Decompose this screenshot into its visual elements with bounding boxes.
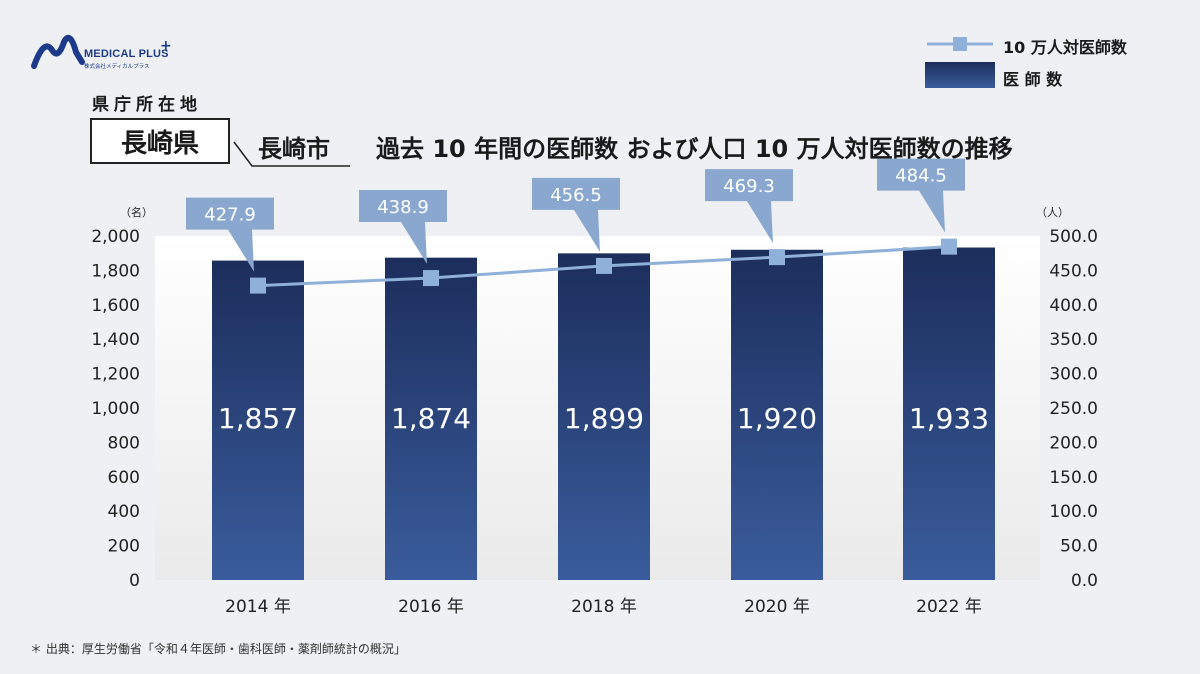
bar xyxy=(731,249,823,580)
y-left-tick: 600 xyxy=(108,468,140,488)
y-left-tick: 1,200 xyxy=(91,365,140,385)
legend: 10 万人対医師数 医 師 数 xyxy=(925,30,1170,94)
y-right-tick: 150.0 xyxy=(1049,468,1098,488)
x-tick-label: 2022 年 xyxy=(916,597,982,617)
callout-value-label: 456.5 xyxy=(550,185,602,206)
y-right-tick: 200.0 xyxy=(1049,433,1098,453)
callout-value-label: 469.3 xyxy=(723,176,775,197)
legend-bar-swatch xyxy=(925,62,995,88)
y-right-tick: 350.0 xyxy=(1049,330,1098,350)
legend-line-swatch xyxy=(927,37,993,51)
logo-subtext: 株式会社メディカルプラス xyxy=(84,64,150,70)
y-left-tick: 1,600 xyxy=(91,296,140,316)
bar xyxy=(385,257,477,580)
line-point xyxy=(250,277,266,294)
prefecture-label: 県庁所在地 xyxy=(92,95,202,115)
value-callout xyxy=(359,190,447,265)
callout-value-label: 438.9 xyxy=(377,197,429,218)
y-right-tick: 300.0 xyxy=(1049,365,1098,385)
bar-value-label: 1,857 xyxy=(218,402,298,435)
x-tick-label: 2020 年 xyxy=(744,597,810,617)
y-right-tick: 500.0 xyxy=(1049,227,1098,247)
medical-plus-logo-icon xyxy=(31,34,85,69)
y-left-tick: 1,400 xyxy=(91,330,140,350)
y-right-tick: 50.0 xyxy=(1060,537,1098,557)
y-right-tick: 0.0 xyxy=(1071,571,1098,591)
prefecture-name: 長崎県 xyxy=(120,128,199,159)
line-point xyxy=(423,270,439,287)
bar-value-label: 1,874 xyxy=(391,402,471,435)
source-footnote: ＊ 出典：厚生労働省「令和４年医師・歯科医師・薬剤師統計の概況」 xyxy=(30,642,406,656)
prefecture-connector xyxy=(233,141,350,167)
bar xyxy=(558,253,650,580)
logo-plus-icon: + xyxy=(160,38,172,54)
line-point xyxy=(596,257,612,274)
y-right-unit: （人） xyxy=(1036,206,1069,219)
y-left-tick: 400 xyxy=(108,502,140,522)
line-point xyxy=(941,238,957,255)
x-tick-label: 2014 年 xyxy=(225,597,291,617)
bar-value-label: 1,920 xyxy=(737,402,817,435)
x-tick-label: 2016 年 xyxy=(398,597,464,617)
bar-value-label: 1,899 xyxy=(564,402,644,435)
y-left-tick: 1,000 xyxy=(91,399,140,419)
value-callout xyxy=(705,169,793,244)
y-left-tick: 0 xyxy=(129,571,140,591)
bar xyxy=(212,260,304,580)
y-right-tick: 250.0 xyxy=(1049,399,1098,419)
logo-text: MEDICAL PLUS xyxy=(84,48,169,60)
y-left-tick: 2,000 xyxy=(91,227,140,247)
bar xyxy=(903,247,995,581)
legend-line-label: 10 万人対医師数 xyxy=(1003,38,1127,57)
y-left-tick: 800 xyxy=(108,433,140,453)
y-right-tick: 100.0 xyxy=(1049,502,1098,522)
y-left-tick: 1,800 xyxy=(91,261,140,281)
value-callout xyxy=(532,177,620,252)
line-point xyxy=(769,249,785,266)
y-right-tick: 400.0 xyxy=(1049,296,1098,316)
legend-bar-label: 医 師 数 xyxy=(1003,70,1063,89)
y-left-tick: 200 xyxy=(108,537,140,557)
bar-value-label: 1,933 xyxy=(909,402,989,435)
value-callout xyxy=(877,158,965,233)
x-tick-label: 2018 年 xyxy=(571,597,637,617)
callout-value-label: 484.5 xyxy=(895,166,947,187)
y-right-tick: 450.0 xyxy=(1049,261,1098,281)
value-callout xyxy=(186,197,274,272)
y-left-unit: （名） xyxy=(120,205,153,219)
city-name: 長崎市 xyxy=(258,135,330,163)
callout-value-label: 427.9 xyxy=(204,205,256,226)
chart-title: 過去 10 年間の医師数 および人口 10 万人対医師数の推移 xyxy=(376,135,1013,163)
prefecture-box: 長崎県 xyxy=(90,118,230,164)
